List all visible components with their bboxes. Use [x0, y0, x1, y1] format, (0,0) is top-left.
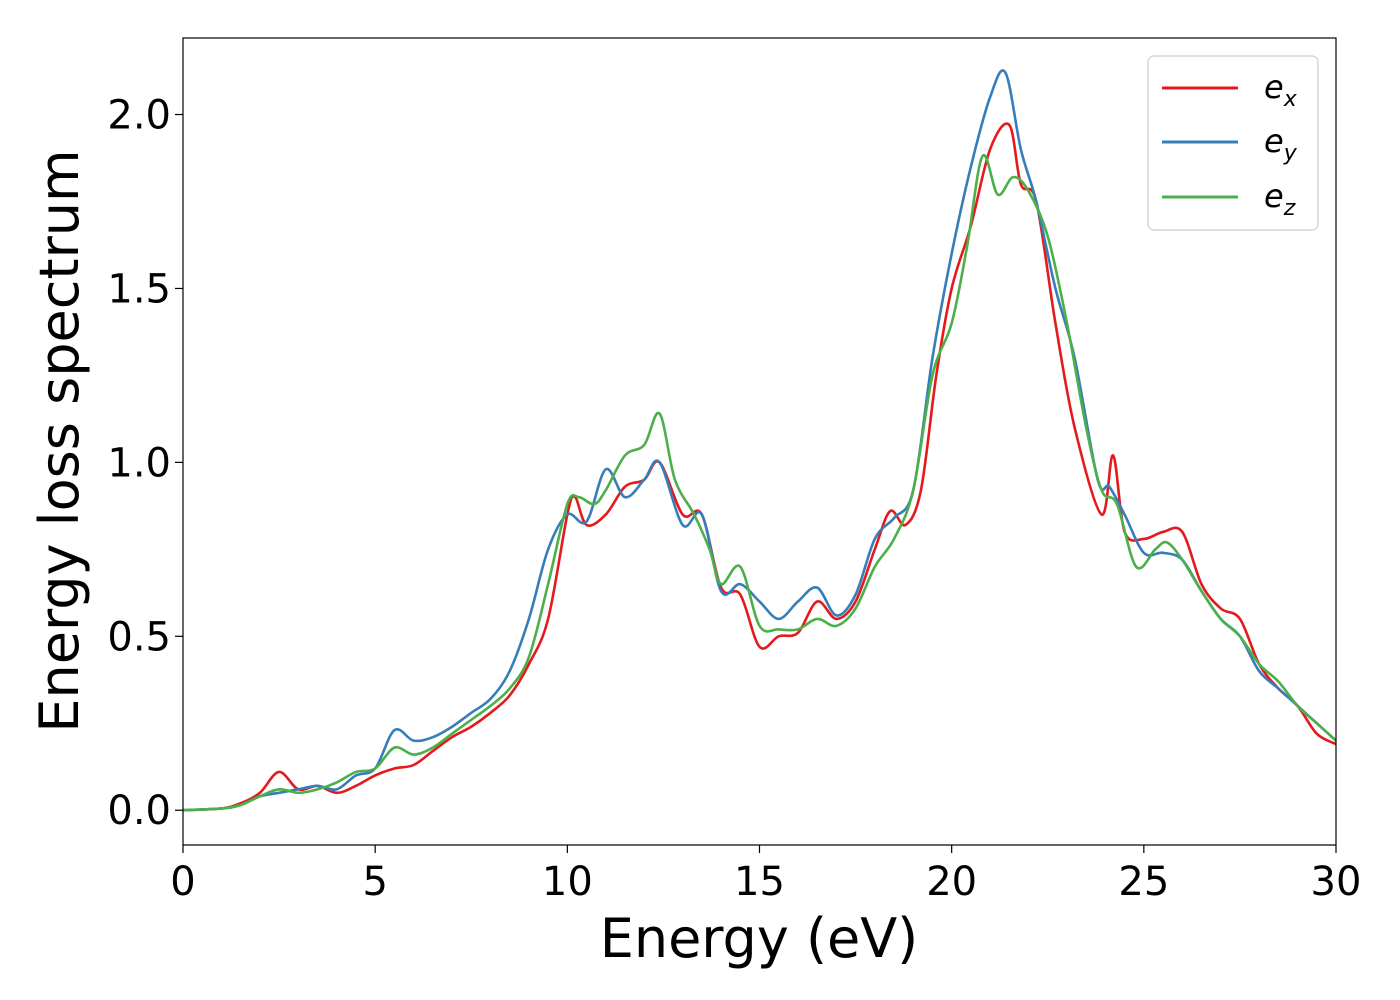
legend-label-y: ey: [1264, 122, 1298, 166]
series-line-z: [183, 153, 1336, 812]
y-tick-label: 1.0: [107, 440, 171, 486]
x-ticks: 0 5 10 15 20 25 30: [170, 845, 1361, 905]
legend-label-sub: x: [1283, 87, 1298, 112]
x-tick-label: 25: [1118, 859, 1169, 905]
legend-label-base: e: [1264, 122, 1284, 160]
legend-label-z: ez: [1264, 177, 1296, 221]
x-tick-label: 0: [170, 859, 195, 905]
series-layer: [183, 69, 1336, 812]
series-line-x: [183, 122, 1336, 812]
legend-label-base: e: [1264, 177, 1284, 215]
series-line-y: [183, 69, 1336, 812]
legend-label-base: e: [1264, 68, 1284, 106]
plot-area: [183, 38, 1336, 845]
x-tick-label: 15: [734, 859, 785, 905]
y-tick-label: 2.0: [107, 93, 171, 139]
legend-label-x: ex: [1264, 68, 1298, 112]
x-tick-label: 30: [1311, 859, 1362, 905]
legend-label-sub: y: [1283, 141, 1298, 166]
x-axis-label: Energy (eV): [600, 907, 919, 970]
y-tick-label: 1.5: [107, 266, 171, 312]
y-ticks: 0.0 0.5 1.0 1.5 2.0: [107, 93, 183, 834]
x-tick-label: 5: [362, 859, 387, 905]
y-axis-label: Energy loss spectrum: [28, 149, 91, 732]
y-tick-label: 0.0: [107, 788, 171, 834]
y-tick-label: 0.5: [107, 614, 171, 660]
legend-label-sub: z: [1283, 196, 1296, 221]
x-tick-label: 20: [926, 859, 977, 905]
x-tick-label: 10: [542, 859, 593, 905]
